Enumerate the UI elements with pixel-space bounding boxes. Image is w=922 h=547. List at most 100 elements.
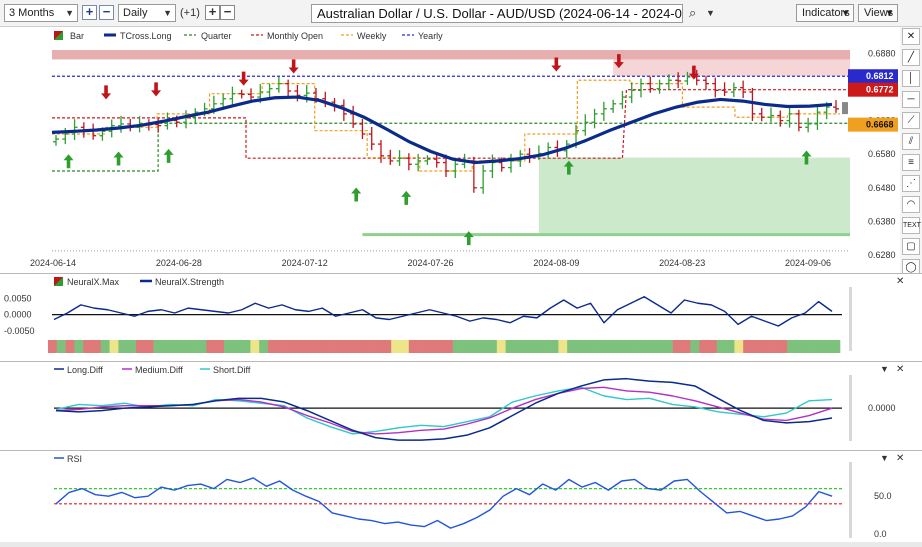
neuralx-state-bar <box>664 340 674 353</box>
offset-label: (+1) <box>180 7 200 19</box>
neuralx-state-bar <box>364 340 374 353</box>
price-chart[interactable]: 0.68800.67800.66800.65800.64800.63800.62… <box>0 27 900 272</box>
neuralx-state-bar <box>373 340 383 353</box>
neuralx-state-bar <box>743 340 753 353</box>
diff-legend: Long.Diff Medium.Diff Short.Diff <box>54 365 251 375</box>
price-shading <box>52 50 850 252</box>
neuralx-state-bar <box>769 340 779 353</box>
neuralx-state-bar <box>356 340 366 353</box>
rsi-panel-bg <box>0 450 922 547</box>
neuralx-state-bar <box>488 340 498 353</box>
neuralx-state-bar <box>576 340 586 353</box>
price-bar <box>248 88 254 103</box>
neuralx-state-bar <box>470 340 480 353</box>
neuralx-state-bar <box>83 340 93 353</box>
scroll-track <box>849 287 852 351</box>
price-tag-bg <box>848 82 898 97</box>
price-tick-label: 0.6880 <box>868 48 896 58</box>
price-bar <box>730 82 737 98</box>
neuralx-state-bar <box>285 340 295 353</box>
neuralx-state-bar <box>127 340 137 353</box>
price-bar <box>768 107 774 123</box>
neuralx-state-bar <box>540 340 550 353</box>
price-bar <box>600 101 607 121</box>
neuralx-state-bar <box>567 340 577 353</box>
instrument-title[interactable]: Australian Dollar / U.S. Dollar - AUD/US… <box>311 4 683 23</box>
interval-select[interactable]: Daily ▼ <box>118 4 176 22</box>
neuralx-state-bar <box>206 340 216 353</box>
neuralx-state-bar <box>171 340 181 353</box>
price-bar <box>266 83 273 100</box>
chevron-down-icon[interactable]: ▼ <box>880 364 889 374</box>
vertical-line-icon[interactable]: │ <box>902 70 920 87</box>
price-bar <box>786 106 793 128</box>
sell-arrow-icon <box>101 85 112 100</box>
ray-icon[interactable]: ⟋ <box>902 112 920 129</box>
date-tick-label: 2024-07-12 <box>282 258 328 268</box>
fan-icon[interactable]: ⋰ <box>902 175 920 192</box>
neuralx-state-bar <box>303 340 313 353</box>
arc-icon[interactable]: ◠ <box>902 196 920 213</box>
price-tag-bg <box>848 117 898 132</box>
indicators-button[interactable]: Indicators ▼ <box>796 4 854 22</box>
neuralx-state-bar <box>804 340 814 353</box>
neuralx-state-bar <box>100 340 110 353</box>
neuralx-state-bar <box>602 340 612 353</box>
period-select[interactable]: 3 Months ▼ <box>4 4 78 22</box>
rsi-chart[interactable]: 50.0 0.0 RSI ▼ ✕ <box>0 450 922 547</box>
sell-arrow-icon <box>551 57 562 72</box>
neuralx-state-bar <box>655 340 665 353</box>
diff-tick-label: 0.0000 <box>868 403 896 413</box>
neuralx-chart[interactable]: 0.0050 0.0000 -0.0050 NeuralX.Max NeuralX.… <box>0 273 922 361</box>
close-icon[interactable]: ✕ <box>896 276 904 287</box>
date-tick-label: 2024-06-28 <box>156 258 202 268</box>
legend-weekly: Weekly <box>357 31 387 41</box>
neuralx-state-bar <box>56 340 66 353</box>
neuralx-strength-line <box>53 296 833 327</box>
views-button[interactable]: Views ▼ <box>858 4 898 22</box>
buy-arrow-icon <box>351 187 362 202</box>
close-icon[interactable]: ✕ <box>896 453 904 464</box>
neuralx-state-bar <box>672 340 682 353</box>
offset-minus-button[interactable]: − <box>220 5 235 20</box>
rsi-lines <box>54 477 842 529</box>
rectangle-icon[interactable]: ▢ <box>902 238 920 255</box>
signal-arrows <box>63 54 812 246</box>
channel-icon[interactable]: ⫽ <box>902 133 920 150</box>
fibonacci-icon[interactable]: ≡ <box>902 154 920 171</box>
horizontal-scrollbar[interactable] <box>0 542 922 547</box>
neuralx-lines <box>52 296 842 327</box>
neuralx-axis: 0.0050 0.0000 -0.0050 <box>4 287 852 351</box>
tcross-long-line <box>51 95 833 165</box>
price-bar <box>424 155 431 165</box>
search-icon[interactable]: ⌕ <box>689 5 697 20</box>
price-bar <box>675 72 682 88</box>
chevron-down-icon[interactable]: ▼ <box>706 8 715 18</box>
rsi-axis: 50.0 0.0 <box>849 462 892 539</box>
ellipse-icon[interactable]: ◯ <box>902 259 920 276</box>
trendline-icon[interactable]: ╱ <box>902 49 920 66</box>
chevron-down-icon[interactable]: ▼ <box>880 453 889 463</box>
tcross-line <box>51 95 833 165</box>
neuralx-state-bar <box>734 340 744 353</box>
price-tag-bg <box>848 69 898 84</box>
date-tick-label: 2024-08-23 <box>659 258 705 268</box>
neuralx-state-bar <box>646 340 656 353</box>
diff-chart[interactable]: 0.0000 Long.Diff Medium.Diff Short.Diff … <box>0 361 922 450</box>
text-icon[interactable]: TEXT <box>902 217 921 234</box>
legend-long-diff: Long.Diff <box>67 365 103 375</box>
neuralx-state-bar <box>215 340 225 353</box>
price-bar <box>619 91 626 109</box>
horizontal-line-icon[interactable]: ─ <box>902 91 920 108</box>
close-icon[interactable]: ✕ <box>896 364 904 375</box>
neuralx-state-bar <box>532 340 542 353</box>
date-tick-label: 2024-06-14 <box>30 258 76 268</box>
price-bar <box>591 108 598 129</box>
neuralx-state-bar <box>760 340 770 353</box>
offset-plus-button[interactable]: + <box>205 5 220 20</box>
price-bar <box>238 89 245 99</box>
zoom-out-button[interactable]: − <box>99 5 114 20</box>
close-icon[interactable]: ✕ <box>902 28 920 45</box>
indicators-label: Indicators <box>802 7 850 19</box>
zoom-in-button[interactable]: + <box>82 5 97 20</box>
